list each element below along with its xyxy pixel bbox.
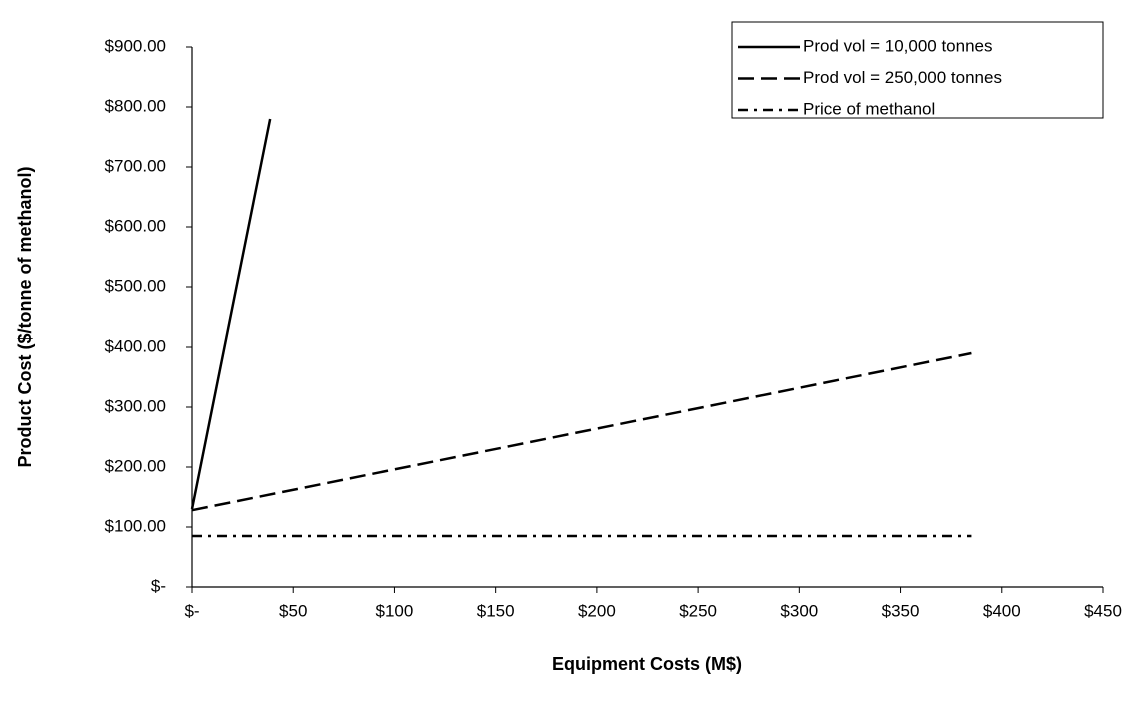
y-tick-label: $500.00 (105, 276, 166, 295)
x-tick-label: $- (184, 601, 199, 620)
x-tick-label: $200 (578, 601, 616, 620)
y-tick-label: $400.00 (105, 336, 166, 355)
y-tick-label: $100.00 (105, 516, 166, 535)
legend-label: Price of methanol (803, 99, 935, 118)
x-tick-label: $450 (1084, 601, 1122, 620)
y-tick-label: $200.00 (105, 456, 166, 475)
series-line (190, 118, 272, 510)
x-tick-label: $50 (279, 601, 307, 620)
y-tick-label: $800.00 (105, 96, 166, 115)
x-tick-label: $300 (780, 601, 818, 620)
y-tick-label: $300.00 (105, 396, 166, 415)
x-tick-label: $350 (882, 601, 920, 620)
y-tick-label: $900.00 (105, 36, 166, 55)
y-axis-title: Product Cost ($/tonne of methanol) (15, 167, 35, 468)
legend-box (731, 21, 1104, 119)
x-tick-label: $150 (477, 601, 515, 620)
x-tick-label: $250 (679, 601, 717, 620)
series-line (191, 351, 972, 512)
x-tick-label: $100 (376, 601, 414, 620)
x-axis-title: Equipment Costs (M$) (552, 654, 742, 674)
y-tick-label: $700.00 (105, 156, 166, 175)
legend-label: Prod vol = 10,000 tonnes (803, 36, 993, 55)
x-tick-label: $400 (983, 601, 1021, 620)
y-tick-label: $- (151, 576, 166, 595)
y-tick-label: $600.00 (105, 216, 166, 235)
legend-label: Prod vol = 250,000 tonnes (803, 68, 1002, 87)
